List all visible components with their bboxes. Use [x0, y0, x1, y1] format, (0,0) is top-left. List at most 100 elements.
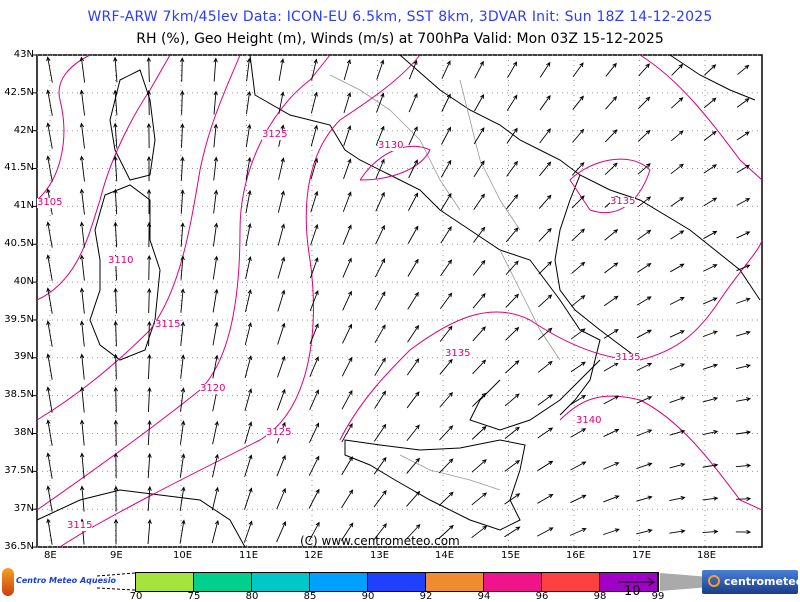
wind-arrow — [180, 321, 186, 346]
lon-label: 15E — [501, 550, 521, 561]
wind-arrow — [146, 89, 151, 116]
wind-arrow — [637, 196, 652, 208]
wind-arrow — [735, 430, 752, 435]
wind-arrow — [213, 189, 219, 214]
lon-label: 8E — [44, 550, 57, 561]
wind-arrow — [309, 290, 319, 312]
wind-arrow — [113, 386, 118, 413]
wind-arrow — [539, 128, 551, 144]
wind-arrow — [538, 294, 553, 308]
wind-arrow — [310, 223, 319, 246]
wind-arrow — [374, 357, 386, 376]
wind-arrow — [669, 462, 686, 469]
wind-arrow — [113, 485, 119, 512]
contour-label: 3110 — [108, 255, 134, 266]
wind-arrow — [244, 421, 253, 444]
wind-arrow — [636, 528, 653, 535]
wind-arrow — [341, 389, 353, 410]
wind-arrow — [376, 92, 385, 113]
wind-arrow — [79, 221, 85, 248]
wind-arrow — [310, 91, 318, 114]
wind-arrow — [735, 364, 751, 370]
wind-arrow — [438, 458, 454, 474]
wind-arrow — [146, 155, 152, 182]
wind-arrow — [146, 56, 151, 83]
wind-arrow — [180, 354, 186, 379]
wind-arrow — [180, 288, 185, 313]
coastlines — [36, 54, 761, 548]
wind-arrow — [113, 287, 118, 314]
wind-arrow — [80, 419, 85, 446]
wind-arrow — [638, 63, 651, 77]
wind-arrow — [736, 131, 750, 141]
wind-arrow — [736, 297, 751, 304]
wind-arrow — [702, 529, 719, 534]
wind-arrow — [603, 462, 620, 470]
wind-arrow — [537, 527, 554, 537]
wind-arrow — [735, 397, 752, 402]
lat-label: 41.5N — [4, 162, 34, 173]
wind-arrow — [113, 89, 118, 116]
color-bar-label: 75 — [187, 591, 201, 602]
wind-arrow — [471, 492, 488, 506]
wind-arrow — [472, 392, 487, 407]
wind-arrow — [278, 157, 285, 180]
wind-arrow — [342, 191, 352, 212]
wind-arrow — [538, 327, 553, 341]
wind-arrow — [736, 231, 751, 239]
color-bar-label: 92 — [419, 591, 433, 602]
wind-arrow — [736, 198, 751, 206]
wind-arrow — [439, 425, 454, 441]
wind-arrow — [244, 322, 252, 346]
wind-arrow — [180, 255, 185, 280]
wind-arrow — [538, 194, 552, 209]
lon-label: 13E — [370, 550, 390, 561]
wind-arrow — [440, 159, 452, 178]
map-subtitle: RH (%), Geo Height (m), Winds (m/s) at 7… — [136, 31, 664, 47]
wind-arrow — [441, 60, 451, 79]
copyright-text: (C) www.centrometeo.com — [300, 534, 460, 548]
wind-arrow — [504, 393, 520, 407]
wind-arrow — [309, 356, 319, 378]
wind-arrow — [702, 463, 719, 468]
wind-arrow — [243, 520, 253, 543]
contour-label: 3105 — [37, 197, 63, 208]
wind-arrow — [440, 192, 452, 211]
wind-arrow — [276, 388, 286, 411]
wind-arrow — [603, 495, 620, 503]
wind-arrow — [373, 490, 387, 508]
wind-arrow — [147, 353, 152, 380]
lat-label: 40.5N — [4, 238, 34, 249]
wind-arrow — [244, 388, 253, 411]
wind-arrow — [308, 521, 320, 542]
wind-arrow — [309, 422, 320, 443]
wind-arrow — [375, 158, 385, 179]
wind-arrow — [406, 490, 421, 507]
wind-arrow — [79, 353, 85, 380]
wind-arrow — [438, 524, 454, 539]
wind-arrow — [375, 125, 385, 146]
color-bar-segment — [310, 573, 368, 591]
wind-arrow — [603, 528, 620, 536]
wind-arrow — [474, 60, 484, 79]
wind-arrow — [79, 254, 85, 281]
wind-arrow — [310, 190, 319, 213]
lat-lon-grid — [33, 54, 762, 548]
wind-arrow — [408, 59, 418, 80]
map-title: WRF-ARW 7km/45lev Data: ICON-EU 6.5km, S… — [87, 9, 713, 25]
wind-arrow — [113, 56, 118, 83]
wind-arrow — [603, 329, 619, 339]
wind-arrow — [471, 459, 487, 473]
wind-arrow — [636, 396, 653, 404]
wind-arrow — [670, 230, 685, 240]
wind-arrow — [310, 124, 318, 147]
wind-arrow — [342, 257, 352, 278]
wind-arrow — [406, 358, 420, 376]
wind-arrow — [180, 57, 185, 82]
wind-arrow — [637, 229, 652, 241]
wind-arrow — [504, 526, 521, 538]
wind-arrow — [440, 259, 453, 277]
wind-arrow — [570, 428, 587, 438]
wind-arrow — [213, 57, 218, 82]
